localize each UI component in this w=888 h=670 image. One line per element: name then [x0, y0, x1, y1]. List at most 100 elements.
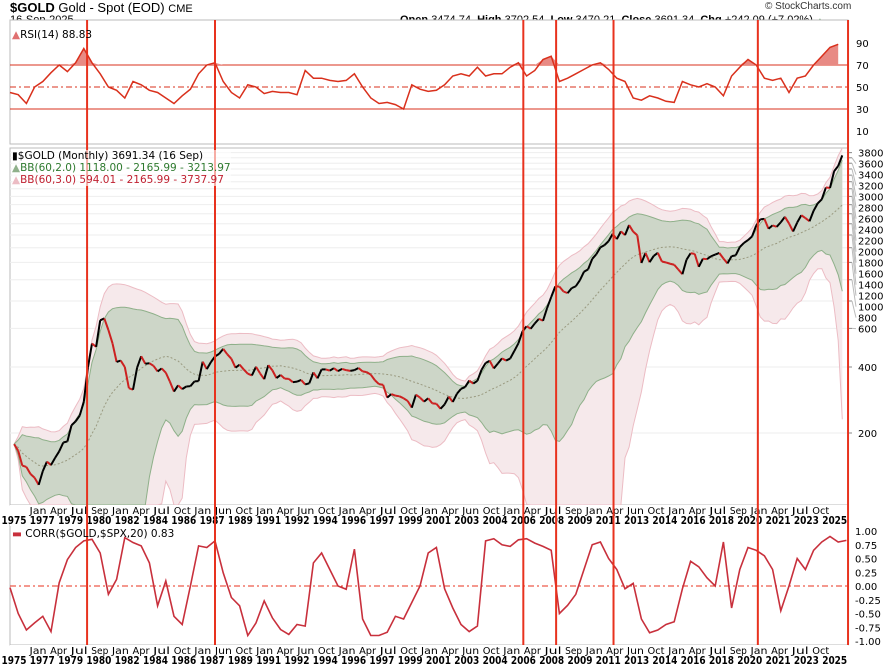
price-candle — [222, 348, 229, 355]
bb3-legend: ▲BB(60,3.0) 594.01 - 2165.99 - 3737.97 — [12, 174, 231, 186]
price-candle — [25, 466, 32, 475]
price-candle — [107, 329, 114, 344]
x-axis-year-label: 1979 — [58, 654, 83, 667]
x-axis-month-label: Apr — [524, 646, 542, 657]
price-candle — [443, 396, 450, 405]
price-candle — [168, 381, 175, 392]
price-tick-label: 400 — [858, 363, 877, 374]
x-axis-month-label: Jan — [667, 646, 685, 657]
price-candle — [734, 246, 741, 256]
x-axis-month-label: Oct — [812, 506, 829, 517]
price-candle — [644, 252, 651, 263]
rsi-legend-icon: ▲ — [12, 29, 21, 41]
price-candle — [615, 230, 622, 240]
price-candle — [439, 403, 446, 410]
price-candle — [29, 473, 36, 479]
bb2-band-fill — [14, 160, 843, 506]
price-candle — [591, 253, 598, 260]
candle-icon: ▮ — [12, 150, 18, 162]
x-axis-month-label: Jan — [28, 646, 46, 657]
x-axis-month-label: Apr — [277, 506, 295, 517]
price-tick-label: 3800 — [858, 149, 883, 160]
price-candle — [173, 384, 179, 393]
price-candle — [464, 380, 471, 388]
price-candle — [395, 394, 400, 398]
x-axis-month-label: Jan — [667, 506, 685, 517]
price-candle — [792, 222, 799, 232]
price-candle — [58, 442, 65, 452]
price-candle — [501, 357, 507, 362]
x-axis-year-label: 1997 — [369, 654, 394, 667]
price-tick-label: 2600 — [858, 215, 883, 226]
price-candle — [513, 342, 520, 352]
x-axis-year-label: 1984 — [143, 654, 168, 667]
x-axis-month-label: Jul — [378, 646, 396, 657]
bb-middle-line — [13, 204, 843, 467]
price-candle — [255, 366, 261, 374]
x-axis-band — [10, 645, 848, 666]
price-candle — [739, 242, 745, 248]
x-axis-year-label: 1982 — [115, 654, 140, 667]
price-tick-label: 3600 — [858, 160, 883, 171]
price-candle — [37, 470, 44, 486]
price-candle — [201, 361, 208, 370]
x-axis-month-label: Jan — [585, 506, 603, 517]
x-axis-month-label: Jul — [708, 506, 726, 517]
x-axis-year-label: 2013 — [624, 654, 649, 667]
x-axis-month-label: Jun — [626, 506, 644, 517]
price-tick-leader — [851, 196, 857, 230]
x-axis-year-label: 2009 — [568, 514, 593, 527]
price-legend: ▮$GOLD (Monthly) 3691.34 (16 Sep) ▲BB(60… — [12, 150, 231, 186]
x-axis-year-label: 1977 — [30, 514, 55, 527]
price-candle — [710, 253, 716, 258]
price-candle — [316, 368, 323, 379]
price-candle — [772, 224, 778, 228]
price-tick-leader — [851, 223, 857, 263]
price-candle — [447, 396, 454, 403]
price-tick-label: 2800 — [858, 204, 883, 215]
price-candle — [476, 369, 483, 382]
corr-tick-label: -1.00 — [855, 637, 881, 648]
x-axis-month-label: Apr — [606, 506, 624, 517]
x-axis-month-label: Jul — [69, 506, 87, 517]
price-candle — [697, 258, 704, 268]
price-candle — [451, 393, 458, 403]
price-candle — [230, 358, 237, 369]
price-candle — [574, 279, 581, 287]
price-tick-leader — [851, 175, 857, 197]
corr-tick-label: -0.50 — [855, 610, 881, 621]
x-axis-year-label: 2004 — [483, 654, 508, 667]
x-axis-month-label: Jan — [255, 506, 273, 517]
price-candle — [796, 214, 803, 224]
price-candle — [784, 216, 790, 224]
price-tick-leader — [851, 300, 857, 318]
x-axis-month-label: Apr — [442, 646, 460, 657]
x-axis-year-label: 1986 — [171, 514, 196, 527]
price-tick-leader — [851, 279, 857, 307]
price-candle — [640, 252, 647, 264]
price-candle — [78, 401, 85, 416]
price-candle — [341, 367, 347, 372]
price-candle — [714, 252, 720, 256]
price-candle — [775, 221, 782, 228]
x-axis-month-label: Jul — [543, 506, 561, 517]
rsi-tick-label: 10 — [856, 127, 869, 138]
price-candle — [95, 320, 102, 348]
price-candle — [218, 348, 224, 355]
price-candle — [164, 372, 171, 383]
price-candle — [292, 380, 298, 384]
x-axis-year-label: 1984 — [143, 514, 168, 527]
rsi-tick-label: 50 — [856, 83, 869, 94]
x-axis-month-label: Jan — [193, 646, 211, 657]
bb3-icon: ▲ — [12, 174, 21, 186]
price-candle — [488, 360, 495, 369]
x-axis-month-label: Jun — [214, 646, 232, 657]
price-candle — [632, 230, 638, 237]
price-tick-label: 3000 — [858, 193, 883, 204]
bb3-legend-text: BB(60,3.0) 594.01 - 2165.99 - 3737.97 — [20, 174, 224, 186]
price-candle — [529, 322, 536, 330]
x-axis-month-label: Oct — [236, 646, 253, 657]
price-candle — [636, 235, 643, 264]
price-tick-label: 1800 — [858, 259, 883, 270]
corr-tick-label: 1.00 — [855, 527, 877, 538]
